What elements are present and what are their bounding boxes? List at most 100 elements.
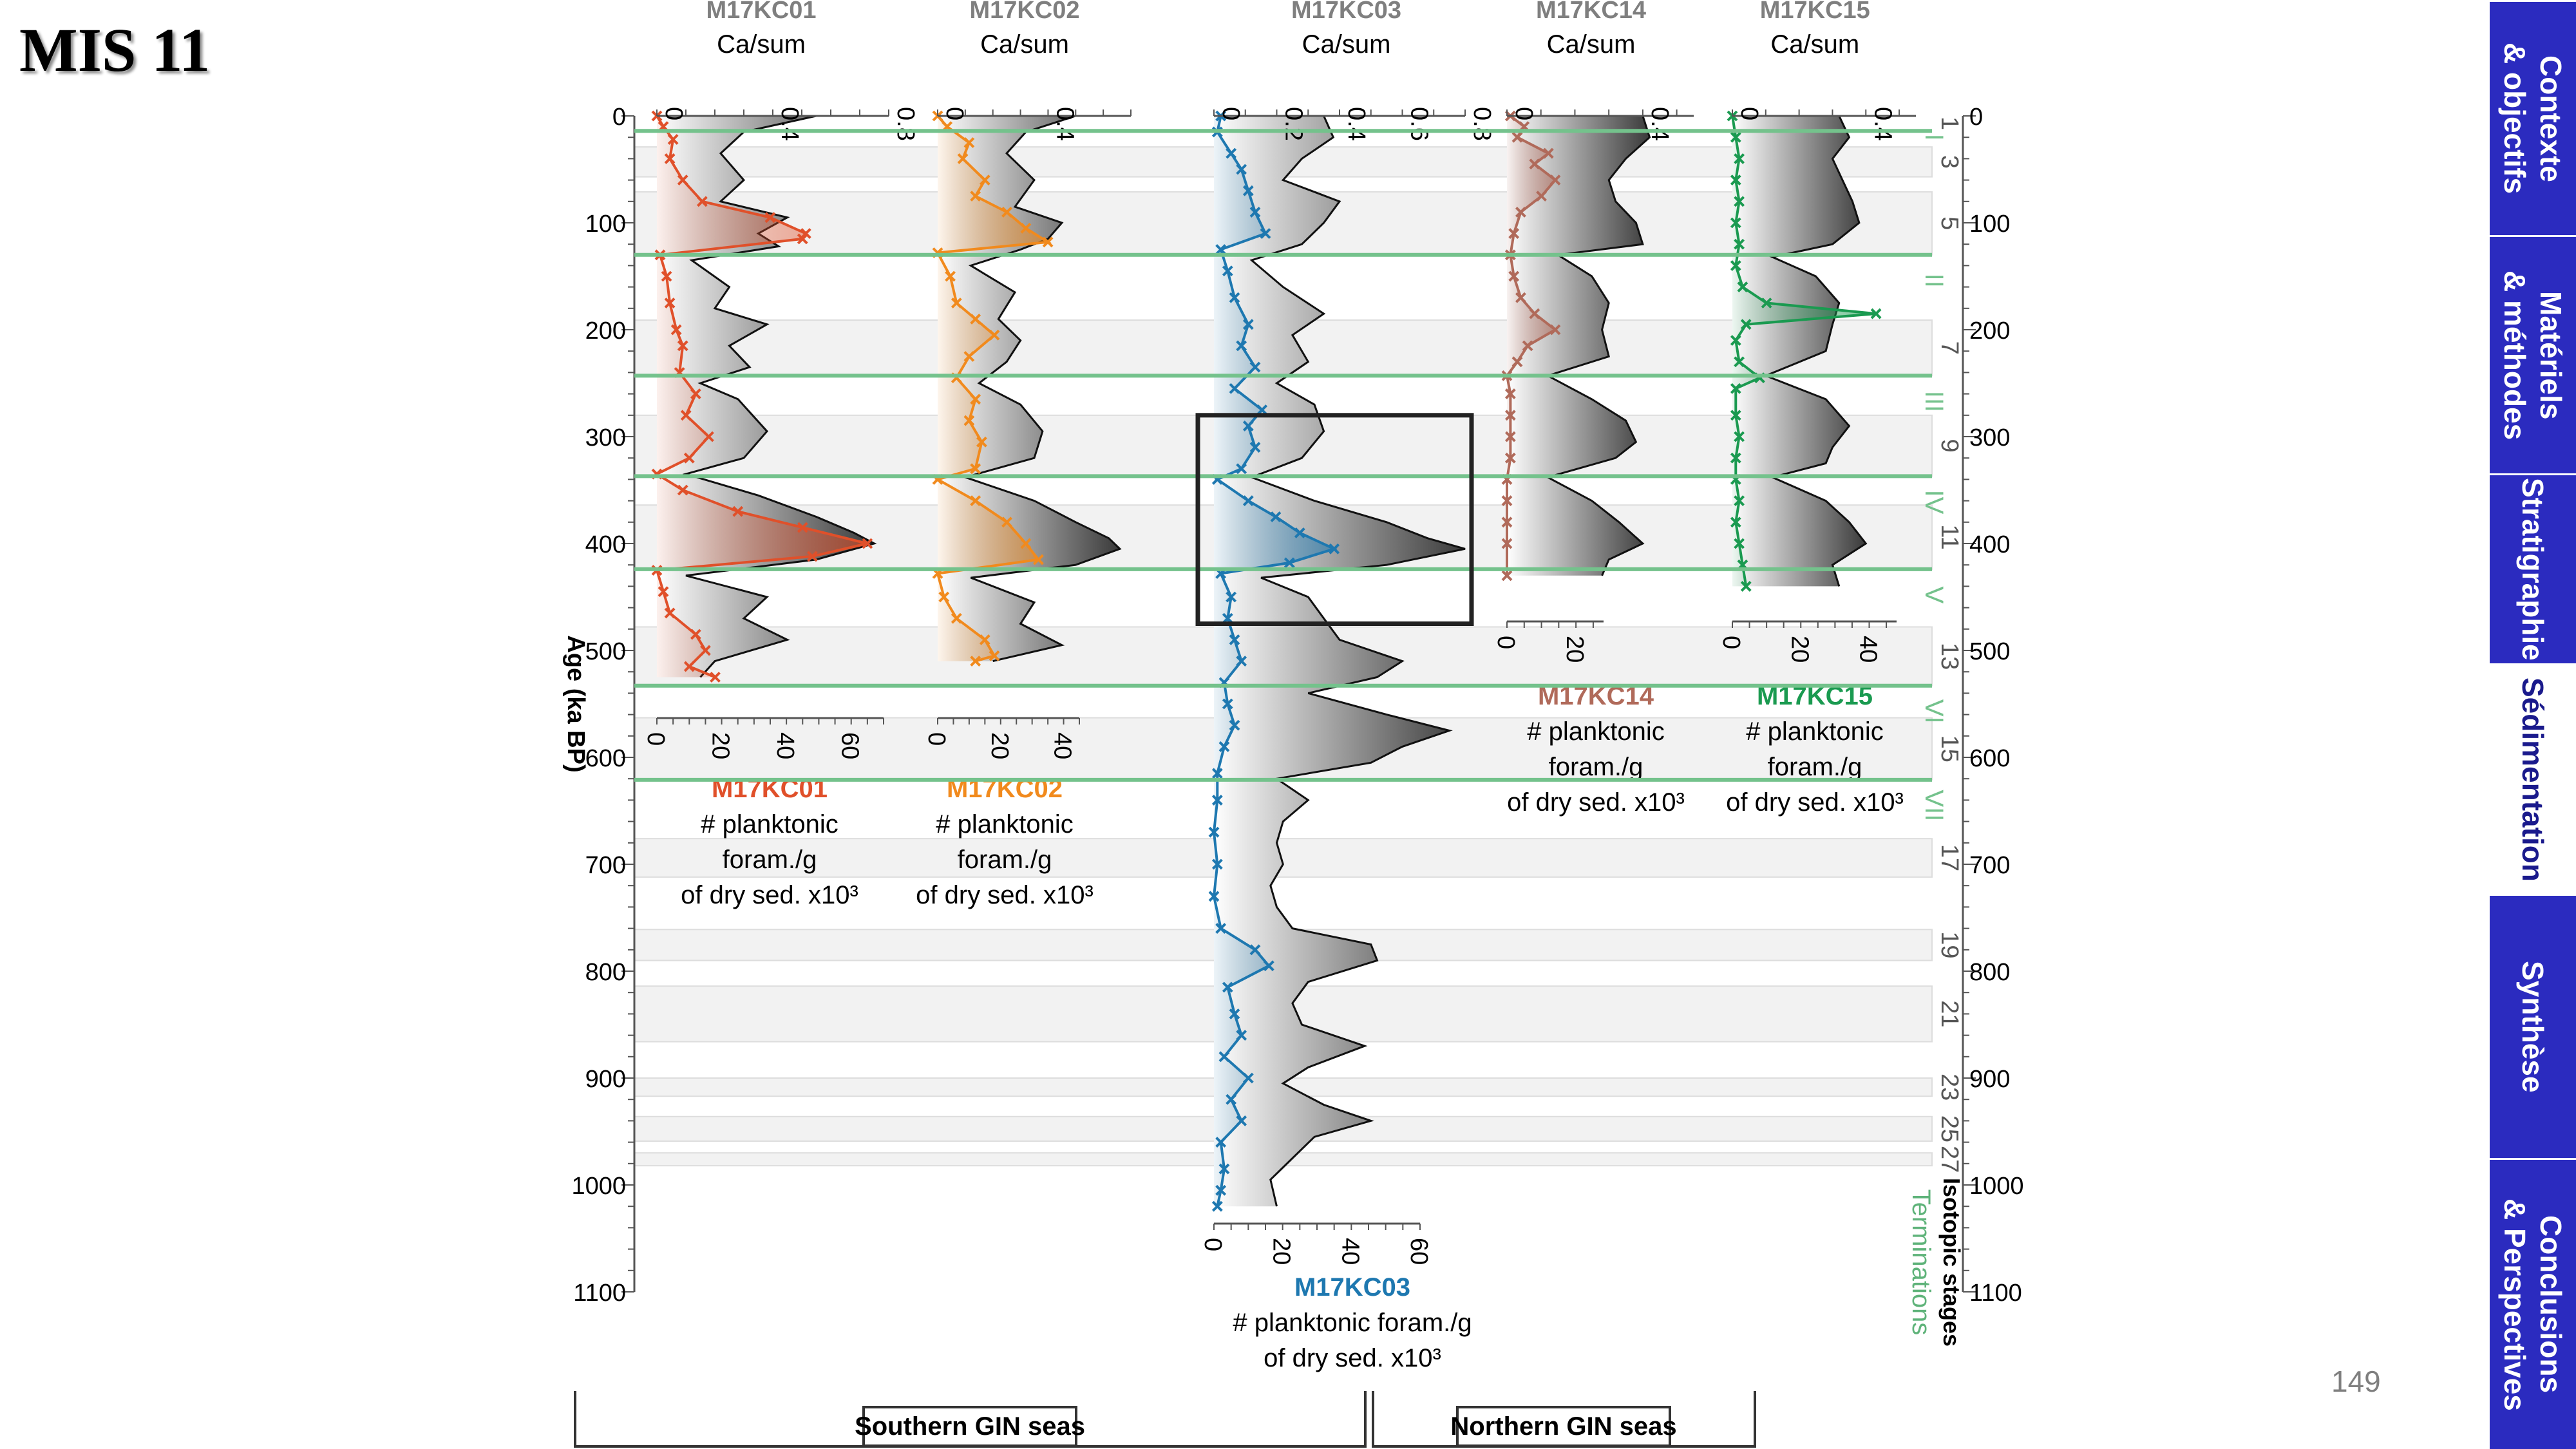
age-tick-label: 100 <box>585 211 626 238</box>
foram-tick-label: 0 <box>1718 636 1745 649</box>
age-tick-label-right: 900 <box>1969 1066 2010 1093</box>
panel-unit-bottom: # planktonic <box>701 810 838 838</box>
foram-tick-label: 0 <box>1199 1238 1226 1251</box>
foram-tick-label: 20 <box>1268 1238 1295 1265</box>
age-tick-label: 900 <box>585 1066 626 1093</box>
nav-tab-4[interactable]: Sédimentation <box>2490 663 2576 894</box>
panel-core-top: M17KC01 <box>706 0 816 24</box>
stage-label: 3 <box>1936 155 1963 169</box>
panel-core-top: M17KC14 <box>1536 0 1646 24</box>
stage-label: 27 <box>1936 1146 1963 1173</box>
casum-tick-label: 0 <box>1217 107 1244 120</box>
stage-label: 9 <box>1936 439 1963 453</box>
casum-tick-label: 0.8 <box>892 107 919 141</box>
stage-label: 25 <box>1936 1115 1963 1142</box>
page-number: 149 <box>2331 1364 2381 1399</box>
terminations-title: Terminations <box>1907 1189 1935 1336</box>
foram-tick-label: 40 <box>1336 1238 1363 1265</box>
termination-label: III <box>1920 391 1948 412</box>
stage-label: 7 <box>1936 341 1963 355</box>
panel-unit-bottom: # planktonic foram./g <box>1233 1309 1472 1337</box>
casum-tick-label: 0.4 <box>776 107 803 141</box>
age-tick-label-right: 100 <box>1969 211 2010 238</box>
stage-label: 1 <box>1936 117 1963 130</box>
termination-label: II <box>1920 274 1948 288</box>
nav-tab-6[interactable]: Conclusions & Perspectives <box>2490 1158 2576 1449</box>
stage-label: 5 <box>1936 216 1963 230</box>
panel-unit-bottom: of dry sed. x10³ <box>1726 788 1904 817</box>
panel-unit-bottom: of dry sed. x10³ <box>1264 1344 1441 1372</box>
age-tick-label-right: 400 <box>1969 531 2010 558</box>
panel-unit-bottom: # planktonic <box>936 810 1073 838</box>
nav-tab-label: Conclusions & Perspectives <box>2497 1198 2569 1411</box>
termination-label: V <box>1920 586 1948 603</box>
stage-label: 23 <box>1936 1074 1963 1101</box>
foram-tick-label: 20 <box>986 732 1013 759</box>
casum-tick-label: 0.4 <box>1646 107 1673 141</box>
foram-tick-label: 40 <box>1049 732 1076 759</box>
panel-unit-top: Ca/sum <box>1547 30 1636 59</box>
stage-label: 15 <box>1936 735 1963 762</box>
nav-tab-3[interactable]: Stratigraphie <box>2490 473 2576 663</box>
age-tick-label: 600 <box>585 745 626 772</box>
nav-tab-label: Synthèse <box>2515 961 2551 1093</box>
age-tick-label: 400 <box>585 531 626 558</box>
termination-label: IV <box>1920 490 1948 515</box>
panel-core-top: M17KC15 <box>1760 0 1870 24</box>
age-tick-label-right: 200 <box>1969 317 2010 345</box>
casum-tick-label: 0 <box>941 107 968 120</box>
region-label: Southern GIN seas <box>855 1412 1085 1441</box>
nav-tab-2[interactable]: Matériels & méthodes <box>2490 235 2576 473</box>
termination-label: I <box>1920 134 1948 141</box>
casum-tick-label: 0.4 <box>1869 107 1896 141</box>
age-tick-label-right: 1000 <box>1969 1173 2024 1200</box>
foram-tick-label: 60 <box>837 732 864 759</box>
age-axis-title: Age (ka BP) <box>562 635 589 772</box>
panel-unit-bottom: of dry sed. x10³ <box>681 881 858 909</box>
age-tick-label-right: 700 <box>1969 852 2010 879</box>
panel-unit-bottom: of dry sed. x10³ <box>916 881 1094 909</box>
stage-band <box>634 838 1932 877</box>
nav-tab-label: Contexte & objectifs <box>2497 43 2569 194</box>
stage-label: 17 <box>1936 844 1963 871</box>
panel-unit-bottom: foram./g <box>958 846 1052 874</box>
termination-label: VII <box>1920 790 1948 821</box>
age-tick-label-right: 300 <box>1969 424 2010 451</box>
casum-tick-label: 0.4 <box>1343 107 1370 141</box>
nav-tab-label: Stratigraphie <box>2515 478 2551 661</box>
panel-unit-top: Ca/sum <box>1770 30 1859 59</box>
casum-tick-label: 0.8 <box>1468 107 1495 141</box>
age-tick-label: 700 <box>585 852 626 879</box>
age-tick-label: 800 <box>585 959 626 986</box>
casum-tick-label: 0.2 <box>1280 107 1307 141</box>
panel-core-top: M17KC02 <box>969 0 1079 24</box>
age-tick-label: 300 <box>585 424 626 451</box>
foram-tick-label: 40 <box>1855 636 1882 663</box>
foram-tick-label: 20 <box>707 732 734 759</box>
nav-tab-1[interactable]: Contexte & objectifs <box>2490 0 2576 235</box>
stage-label: 13 <box>1936 643 1963 670</box>
panel-unit-bottom: foram./g <box>1549 753 1643 781</box>
panel-unit-bottom: foram./g <box>1768 753 1862 781</box>
foram-tick-label: 20 <box>1561 636 1588 663</box>
panel-unit-top: Ca/sum <box>1302 30 1391 59</box>
stage-label: 19 <box>1936 931 1963 958</box>
panel-unit-bottom: foram./g <box>723 846 817 874</box>
isotopic-stages-title: Isotopic stages <box>1938 1178 1965 1347</box>
foram-tick-label: 0 <box>923 732 950 746</box>
age-tick-label-right: 800 <box>1969 959 2010 986</box>
foram-tick-label: 20 <box>1786 636 1813 663</box>
stage-label: 11 <box>1936 524 1963 549</box>
nav-tab-5[interactable]: Synthèse <box>2490 894 2576 1158</box>
casum-tick-label: 0.6 <box>1406 107 1433 141</box>
panel-unit-top: Ca/sum <box>717 30 806 59</box>
age-tick-label-right: 600 <box>1969 745 2010 772</box>
stratigraphy-chart: 1357911131517192123252701002003004005006… <box>0 0 2576 1449</box>
panel-unit-bottom: # planktonic <box>1746 717 1883 746</box>
foram-tick-label: 60 <box>1405 1238 1432 1265</box>
casum-tick-label: 0 <box>1510 107 1537 120</box>
stage-label: 21 <box>1936 1000 1963 1027</box>
age-tick-label: 1000 <box>571 1173 626 1200</box>
foram-tick-label: 40 <box>772 732 799 759</box>
nav-tab-label: Sédimentation <box>2515 677 2551 882</box>
